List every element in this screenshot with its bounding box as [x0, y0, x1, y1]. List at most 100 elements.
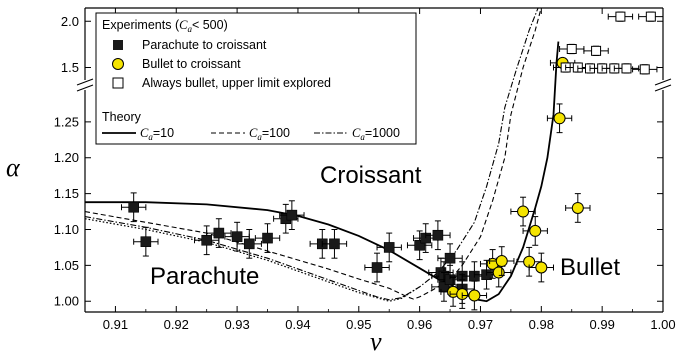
marker-circle — [468, 289, 481, 302]
data-point — [133, 226, 159, 257]
legend-value: =1000 — [365, 126, 400, 140]
x-tick-label: 0.92 — [164, 317, 189, 332]
marker-circle — [553, 112, 566, 125]
data-points — [121, 11, 664, 311]
axis-break-gap — [76, 80, 94, 90]
legend-value: =10 — [153, 126, 174, 140]
y-tick-label: 1.20 — [54, 150, 79, 165]
series-1 — [440, 56, 591, 311]
data-point — [632, 64, 658, 75]
data-point — [638, 11, 664, 22]
marker-filled-square — [414, 239, 425, 251]
theory-curve-dash-dot — [85, 8, 539, 301]
legend-marker-open-square — [112, 77, 124, 89]
legend-theory-label: Ca=1000 — [352, 126, 400, 142]
marker-filled-square — [383, 242, 395, 253]
y-tick-label: 1.5 — [61, 60, 79, 75]
y-tick-label: 1.05 — [54, 258, 79, 273]
marker-open-square — [639, 64, 650, 75]
data-point — [528, 252, 554, 283]
legend-experiments-heading: Experiments (Ca< 500) — [102, 18, 228, 34]
legend-theory-label: Ca=100 — [249, 126, 290, 142]
marker-circle — [535, 261, 548, 274]
legend-marker-circle — [112, 58, 124, 70]
marker-filled-square — [201, 234, 212, 246]
y-tick-label: 1.15 — [54, 186, 79, 201]
marker-filled-square — [329, 238, 340, 250]
x-tick-label: 0.98 — [529, 317, 554, 332]
data-point — [376, 232, 402, 263]
marker-open-square — [645, 11, 656, 22]
marker-open-square — [621, 63, 632, 74]
y-tick-label: 1.25 — [54, 114, 79, 129]
legend-series-label: Parachute to croissant — [142, 38, 267, 52]
region-label-croissant: Croissant — [320, 162, 422, 189]
marker-circle — [517, 205, 530, 218]
marker-circle — [492, 266, 505, 279]
marker-circle — [529, 224, 542, 237]
legend-series-label: Always bullet, upper limit explored — [142, 76, 331, 90]
legend-var: C — [179, 18, 188, 32]
marker-filled-square — [128, 201, 139, 213]
legend-theory-heading: Theory — [102, 110, 142, 124]
legend: Experiments (Ca< 500) Parachute to croiss… — [95, 12, 417, 145]
region-label-parachute: Parachute — [150, 263, 259, 290]
data-point — [461, 280, 488, 311]
legend-sub: a — [257, 132, 262, 142]
x-tick-label: 0.95 — [346, 317, 371, 332]
y-tick-label: 2.0 — [61, 14, 79, 29]
data-point — [321, 228, 348, 259]
y-axis-title: α — [6, 153, 21, 182]
axis-break-mark — [654, 78, 672, 86]
data-point — [425, 220, 451, 251]
legend-box — [95, 12, 417, 145]
x-axis-title: ν — [370, 327, 382, 352]
marker-filled-square — [286, 209, 298, 221]
data-point — [559, 43, 585, 55]
x-tick-label: 0.97 — [468, 317, 493, 332]
x-tick-label: 1.00 — [650, 317, 675, 332]
marker-filled-square — [262, 232, 273, 244]
data-point — [279, 200, 305, 230]
legend-marker-filled-square — [113, 40, 123, 50]
data-point — [364, 252, 390, 283]
marker-filled-square — [444, 252, 456, 264]
marker-filled-square — [231, 231, 243, 242]
x-tick-label: 0.94 — [285, 317, 310, 332]
data-point — [254, 223, 281, 253]
legend-var: C — [352, 126, 361, 140]
x-tick-label: 0.91 — [103, 317, 128, 332]
data-point — [607, 11, 634, 22]
data-point — [206, 218, 232, 248]
axis-break-mark — [76, 78, 94, 86]
marker-filled-square — [140, 236, 152, 247]
legend-rest: < 500) — [192, 18, 228, 32]
legend-sub: a — [187, 24, 192, 34]
axis-break-mark — [76, 84, 94, 92]
data-point — [236, 228, 262, 259]
marker-circle — [571, 201, 584, 214]
region-label-bullet: Bullet — [560, 254, 620, 281]
y-tick-label: 1.10 — [54, 222, 79, 237]
legend-sub: a — [148, 132, 153, 142]
theory-curve-dotted — [85, 218, 420, 302]
marker-filled-square — [213, 227, 225, 239]
x-tick-label: 0.96 — [407, 317, 432, 332]
marker-open-square — [615, 11, 626, 22]
data-point — [613, 63, 640, 74]
axis-break-gap — [654, 80, 672, 90]
marker-circle — [495, 255, 508, 268]
marker-open-square — [566, 44, 577, 54]
marker-filled-square — [371, 262, 383, 273]
marker-filled-square — [432, 229, 444, 241]
data-point — [546, 103, 573, 134]
data-point — [437, 243, 463, 274]
legend-var: C — [140, 126, 149, 140]
data-point — [522, 216, 548, 246]
series-2 — [552, 11, 664, 75]
marker-open-square — [591, 45, 602, 56]
legend-value: =100 — [262, 126, 290, 140]
legend-var: C — [249, 126, 258, 140]
legend-sub: a — [360, 132, 365, 142]
